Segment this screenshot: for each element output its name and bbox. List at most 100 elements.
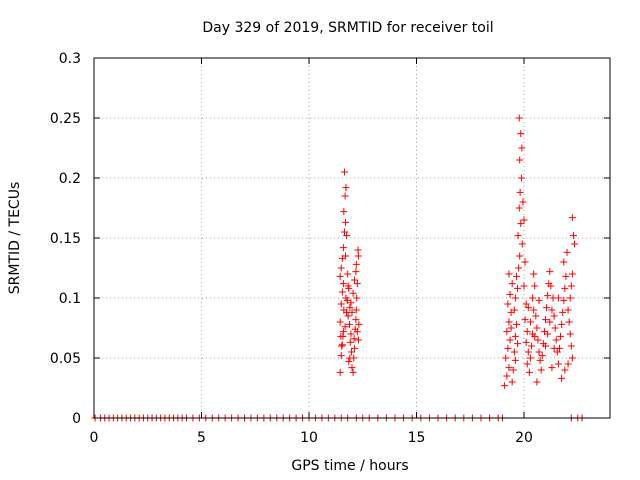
data-point bbox=[342, 294, 350, 302]
data-point bbox=[510, 306, 518, 314]
y-tick-label: 0.2 bbox=[59, 171, 81, 187]
data-point bbox=[338, 288, 346, 296]
data-point bbox=[510, 348, 518, 356]
data-point bbox=[557, 332, 565, 340]
data-point bbox=[568, 214, 576, 222]
data-point bbox=[533, 324, 541, 332]
data-point bbox=[347, 330, 355, 338]
data-point bbox=[349, 368, 357, 376]
data-point bbox=[544, 330, 552, 338]
data-point bbox=[523, 360, 531, 368]
y-axis-ticks: 0 0.05 0.1 0.15 0.2 0.25 0.3 bbox=[50, 51, 610, 427]
x-tick-label: 5 bbox=[197, 430, 206, 446]
data-point bbox=[506, 336, 514, 344]
data-point bbox=[558, 374, 566, 382]
data-point bbox=[550, 344, 558, 352]
data-point bbox=[515, 204, 523, 212]
data-point bbox=[546, 318, 554, 326]
data-point bbox=[542, 342, 549, 350]
data-point bbox=[566, 294, 574, 302]
data-point bbox=[505, 270, 513, 278]
y-tick-label: 0.3 bbox=[59, 51, 81, 67]
data-point bbox=[516, 252, 524, 260]
data-point bbox=[509, 366, 517, 374]
data-point bbox=[353, 280, 361, 288]
data-point bbox=[337, 300, 345, 308]
data-point bbox=[508, 280, 516, 288]
data-point bbox=[525, 368, 533, 376]
data-point bbox=[547, 282, 555, 290]
data-point bbox=[538, 352, 546, 360]
y-tick-label: 0 bbox=[72, 411, 81, 427]
data-point bbox=[511, 356, 519, 364]
data-point bbox=[542, 316, 549, 324]
data-point bbox=[522, 338, 530, 346]
data-point bbox=[512, 320, 520, 328]
data-point bbox=[343, 232, 351, 240]
data-point bbox=[348, 364, 356, 372]
data-point bbox=[518, 240, 526, 248]
data-point bbox=[518, 144, 526, 152]
data-point bbox=[351, 276, 359, 284]
y-tick-label: 0.1 bbox=[59, 291, 81, 307]
data-point bbox=[506, 290, 514, 298]
data-point bbox=[354, 246, 362, 254]
data-point bbox=[567, 282, 575, 290]
x-tick-label: 0 bbox=[90, 430, 99, 446]
data-point bbox=[505, 318, 513, 326]
data-point bbox=[346, 304, 354, 312]
data-point bbox=[342, 184, 350, 192]
data-point bbox=[565, 318, 573, 326]
data-point bbox=[531, 332, 539, 340]
data-point bbox=[568, 270, 576, 278]
data-point bbox=[536, 356, 544, 364]
data-point bbox=[567, 342, 575, 350]
data-point bbox=[354, 252, 362, 260]
data-point bbox=[546, 268, 554, 276]
data-point bbox=[568, 354, 576, 362]
data-point bbox=[339, 244, 347, 252]
data-point bbox=[341, 192, 349, 200]
data-point bbox=[514, 284, 522, 292]
data-point bbox=[337, 264, 345, 272]
data-point bbox=[524, 348, 532, 356]
data-point bbox=[520, 282, 528, 290]
data-point bbox=[569, 232, 577, 240]
data-point bbox=[502, 354, 510, 362]
data-point bbox=[558, 320, 566, 328]
data-point bbox=[533, 378, 541, 386]
data-point bbox=[529, 294, 537, 302]
data-point bbox=[337, 352, 345, 360]
data-point bbox=[522, 300, 530, 308]
data-point bbox=[562, 272, 570, 280]
y-tick-label: 0.25 bbox=[50, 111, 81, 127]
data-point bbox=[347, 299, 355, 307]
data-point bbox=[501, 382, 509, 390]
data-point bbox=[352, 268, 360, 276]
data-point bbox=[514, 340, 522, 348]
data-point bbox=[351, 344, 359, 352]
x-tick-label: 10 bbox=[300, 430, 318, 446]
data-point bbox=[348, 348, 356, 356]
data-point bbox=[515, 264, 523, 272]
data-point bbox=[353, 294, 361, 302]
data-point bbox=[530, 270, 538, 278]
data-point bbox=[524, 304, 532, 312]
data-point bbox=[548, 364, 556, 372]
data-point bbox=[550, 312, 558, 320]
data-point bbox=[344, 312, 352, 320]
data-point bbox=[348, 308, 356, 316]
data-point bbox=[559, 308, 567, 316]
data-point bbox=[535, 296, 543, 304]
data-point bbox=[346, 354, 354, 362]
data-point bbox=[528, 342, 536, 350]
data-point bbox=[511, 294, 519, 302]
plot-frame bbox=[93, 57, 611, 419]
data-point bbox=[336, 368, 344, 376]
data-point bbox=[535, 348, 543, 356]
data-point bbox=[517, 174, 525, 182]
data-point bbox=[340, 208, 348, 216]
data-point bbox=[532, 312, 540, 320]
data-point bbox=[552, 336, 560, 344]
data-point bbox=[526, 354, 534, 362]
